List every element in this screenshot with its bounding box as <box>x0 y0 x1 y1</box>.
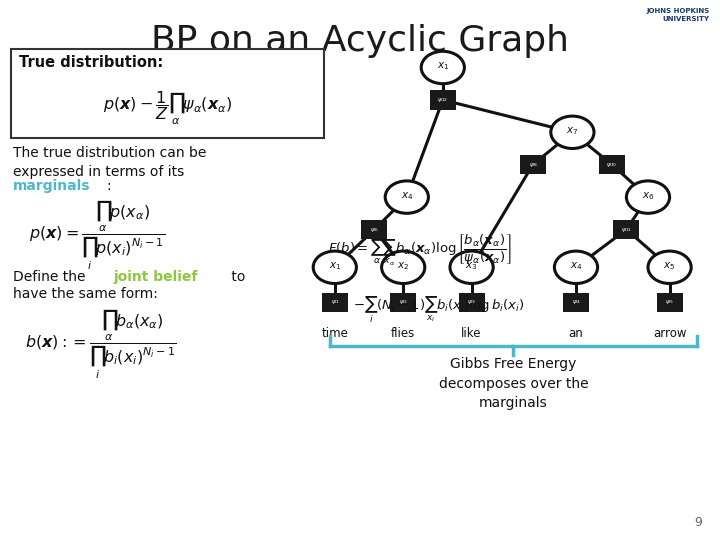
FancyBboxPatch shape <box>11 49 324 138</box>
Circle shape <box>313 251 356 284</box>
Bar <box>613 220 639 239</box>
Text: $x_4$: $x_4$ <box>570 260 582 272</box>
Text: Gibbs Free Energy
decomposes over the
marginals: Gibbs Free Energy decomposes over the ma… <box>438 357 588 410</box>
Text: True distribution:: True distribution: <box>19 55 163 70</box>
Text: $x_2$: $x_2$ <box>397 260 410 272</box>
Circle shape <box>421 51 464 84</box>
Bar <box>563 293 589 312</box>
Text: $x_1$: $x_1$ <box>328 260 341 272</box>
Text: $\psi_{6}$: $\psi_{6}$ <box>370 226 379 233</box>
Text: to: to <box>227 270 246 284</box>
Text: $\psi_{11}$: $\psi_{11}$ <box>621 226 632 233</box>
Text: $\psi_{5}$: $\psi_{5}$ <box>665 299 674 306</box>
Text: time: time <box>321 327 348 340</box>
Bar <box>390 293 416 312</box>
Text: $\psi_{4}$: $\psi_{4}$ <box>572 299 580 306</box>
Bar <box>657 293 683 312</box>
Circle shape <box>626 181 670 213</box>
Text: BP on an Acyclic Graph: BP on an Acyclic Graph <box>151 24 569 58</box>
Text: joint belief: joint belief <box>114 270 198 284</box>
Circle shape <box>551 116 594 148</box>
Text: $\psi_{12}$: $\psi_{12}$ <box>437 96 449 104</box>
Text: $F(b) = \sum_{\alpha}\sum_{x_{\alpha}} b_{\alpha}(\boldsymbol{x}_{\alpha})\log\l: $F(b) = \sum_{\alpha}\sum_{x_{\alpha}} b… <box>328 232 511 268</box>
Text: $x_1$: $x_1$ <box>436 60 449 72</box>
Text: The true distribution can be
expressed in terms of its: The true distribution can be expressed i… <box>13 146 207 179</box>
Text: :: : <box>107 179 111 193</box>
Bar <box>599 155 625 174</box>
Text: $\psi_{3}$: $\psi_{3}$ <box>467 299 476 306</box>
Text: arrow: arrow <box>653 327 686 340</box>
Circle shape <box>385 181 428 213</box>
Text: $x_7$: $x_7$ <box>566 125 579 137</box>
Text: $-\sum_i (N_i - 1)\sum_{x_i} b_i(x_i)\log b_i(x_i)$: $-\sum_i (N_i - 1)\sum_{x_i} b_i(x_i)\lo… <box>353 294 524 325</box>
Text: $\psi_{1}$: $\psi_{1}$ <box>330 299 339 306</box>
Text: an: an <box>569 327 583 340</box>
Text: $b(\boldsymbol{x}) := \dfrac{\prod_{\alpha} b_{\alpha}(x_{\alpha})}{\prod_i b_i(: $b(\boldsymbol{x}) := \dfrac{\prod_{\alp… <box>25 308 177 381</box>
Circle shape <box>648 251 691 284</box>
Text: $p(\boldsymbol{x}) - \dfrac{1}{Z}\prod_{\alpha}\psi_{\alpha}(\boldsymbol{x}_{\al: $p(\boldsymbol{x}) - \dfrac{1}{Z}\prod_{… <box>103 90 232 126</box>
Text: have the same form:: have the same form: <box>13 287 158 301</box>
Circle shape <box>450 251 493 284</box>
Text: Define the: Define the <box>13 270 90 284</box>
Text: $x_5$: $x_5$ <box>663 260 676 272</box>
Circle shape <box>554 251 598 284</box>
Text: $x_4$: $x_4$ <box>400 190 413 202</box>
Text: $x_3$: $x_3$ <box>465 260 478 272</box>
Text: marginals: marginals <box>13 179 91 193</box>
Text: $\psi_{10}$: $\psi_{10}$ <box>606 161 618 168</box>
Text: 9: 9 <box>694 516 702 529</box>
Circle shape <box>382 251 425 284</box>
Text: like: like <box>462 327 482 340</box>
Bar <box>430 90 456 110</box>
Bar <box>459 293 485 312</box>
Text: JOHNS HOPKINS
UNIVERSITY: JOHNS HOPKINS UNIVERSITY <box>646 8 709 22</box>
Bar <box>520 155 546 174</box>
Bar <box>322 293 348 312</box>
Text: $\psi_{2}$: $\psi_{2}$ <box>399 299 408 306</box>
Bar <box>361 220 387 239</box>
Text: $x_6$: $x_6$ <box>642 190 654 202</box>
Text: $\psi_{8}$: $\psi_{8}$ <box>528 161 537 168</box>
Text: $p(\boldsymbol{x}) = \dfrac{\prod_{\alpha} p(x_{\alpha})}{\prod_i p(x_i)^{N_i - : $p(\boldsymbol{x}) = \dfrac{\prod_{\alph… <box>29 199 166 272</box>
Text: flies: flies <box>391 327 415 340</box>
